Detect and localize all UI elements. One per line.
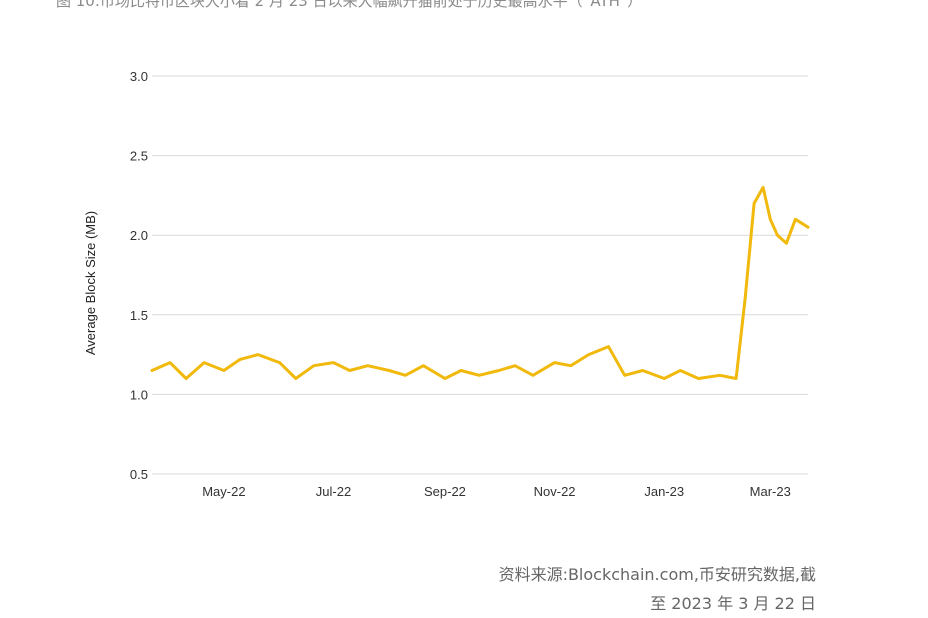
- source-note: 资料来源:Blockchain.com,币安研究数据,截 至 2023 年 3 …: [499, 560, 816, 618]
- series-line-0: [150, 185, 810, 380]
- series-group: [150, 185, 810, 380]
- y-tick-label-5: 3.0: [130, 69, 148, 84]
- x-tick-label-2: Sep-22: [424, 484, 466, 499]
- y-tick-label-1: 1.0: [130, 387, 148, 402]
- x-tick-labels: May-22 Jul-22 Sep-22 Nov-22 Jan-23 Mar-23: [202, 484, 791, 499]
- y-axis-label: Average Block Size (MB): [83, 211, 98, 355]
- x-tick-label-0: May-22: [202, 484, 245, 499]
- source-line-1: 资料来源:Blockchain.com,币安研究数据,截: [498, 565, 816, 584]
- x-tick-label-3: Nov-22: [534, 484, 576, 499]
- source-line-2: 至 2023 年 3 月 22 日: [650, 594, 816, 613]
- gridlines: [152, 75, 808, 475]
- y-tick-label-2: 1.5: [130, 308, 148, 323]
- y-tick-label-3: 2.0: [130, 228, 148, 243]
- y-tick-label-0: 0.5: [130, 467, 148, 482]
- figure-caption: 图 10:市场比特币区块大小着 2 月 23 日以来大幅飙升猫前处于历史最高水平…: [56, 0, 643, 10]
- y-tick-labels: 0.5 1.0 1.5 2.0 2.5 3.0: [130, 69, 148, 482]
- y-tick-label-4: 2.5: [130, 149, 148, 164]
- x-tick-label-4: Jan-23: [644, 484, 684, 499]
- x-tick-label-5: Mar-23: [750, 484, 791, 499]
- x-tick-label-1: Jul-22: [316, 484, 351, 499]
